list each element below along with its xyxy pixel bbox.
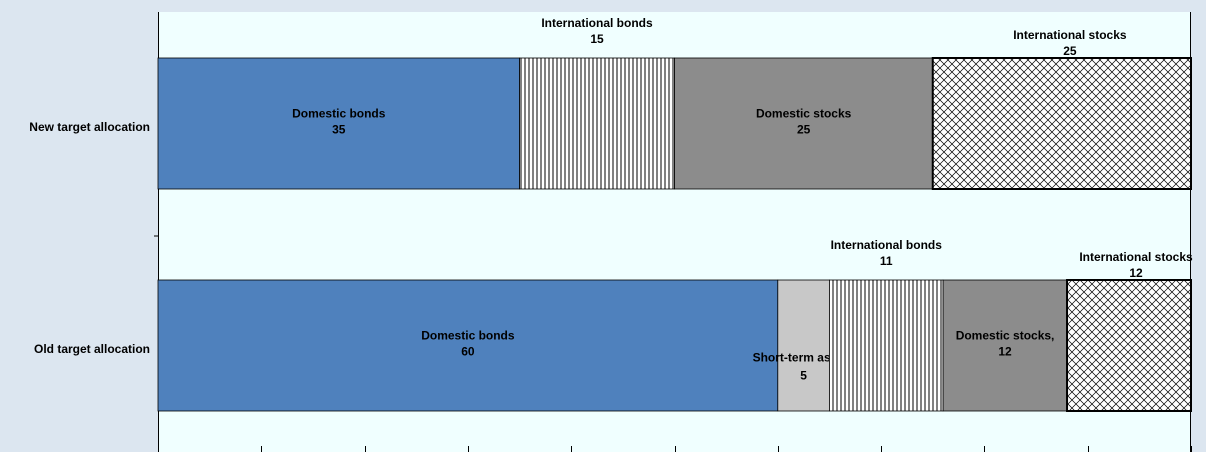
category-label-new-target-allocation: New target allocation — [29, 120, 150, 134]
segment-label-new-target-allocation-international-stocks: International stocks — [1013, 28, 1127, 42]
segment-value-old-target-allocation-international-stocks: 12 — [1129, 266, 1143, 280]
segment-value-old-target-allocation-short-term-assets: 5 — [800, 369, 807, 383]
segment-value-old-target-allocation-international-bonds: 11 — [880, 254, 893, 268]
segment-value-new-target-allocation-domestic-stocks: 25 — [797, 123, 811, 137]
segment-label-old-target-allocation-international-stocks: International stocks — [1079, 250, 1193, 264]
bar-segment-new-target-allocation-international-bonds — [519, 57, 675, 190]
segment-value-old-target-allocation-domestic-bonds: 60 — [461, 345, 475, 359]
segment-value-new-target-allocation-domestic-bonds: 35 — [332, 123, 346, 137]
bar-segment-old-target-allocation-short-term-assets — [777, 279, 830, 412]
bar-segment-new-target-allocation-domestic-stocks — [674, 57, 934, 190]
segment-value-old-target-allocation-domestic-stocks: 12 — [998, 345, 1012, 359]
segment-value-new-target-allocation-international-stocks: 25 — [1063, 44, 1077, 58]
segment-label-new-target-allocation-international-bonds: International bonds — [541, 16, 653, 30]
segment-label-new-target-allocation-domestic-bonds: Domestic bonds — [292, 107, 386, 121]
bar-segment-old-target-allocation-international-stocks — [1066, 279, 1193, 412]
bar-segment-old-target-allocation-international-bonds — [829, 279, 944, 412]
bar-segment-old-target-allocation-domestic-stocks — [942, 279, 1068, 412]
segment-label-old-target-allocation-international-bonds: International bonds — [831, 238, 943, 252]
bar-segment-new-target-allocation-domestic-bonds — [157, 57, 520, 190]
category-label-old-target-allocation: Old target allocation — [34, 342, 150, 356]
segment-label-new-target-allocation-domestic-stocks: Domestic stocks — [756, 107, 852, 121]
segment-label-old-target-allocation-domestic-bonds: Domestic bonds — [421, 329, 515, 343]
bar-segment-new-target-allocation-international-stocks — [931, 57, 1192, 190]
segment-label-old-target-allocation-domestic-stocks: Domestic stocks, — [956, 329, 1055, 343]
segment-value-new-target-allocation-international-bonds: 15 — [590, 32, 604, 46]
bar-segment-old-target-allocation-domestic-bonds — [157, 279, 779, 412]
